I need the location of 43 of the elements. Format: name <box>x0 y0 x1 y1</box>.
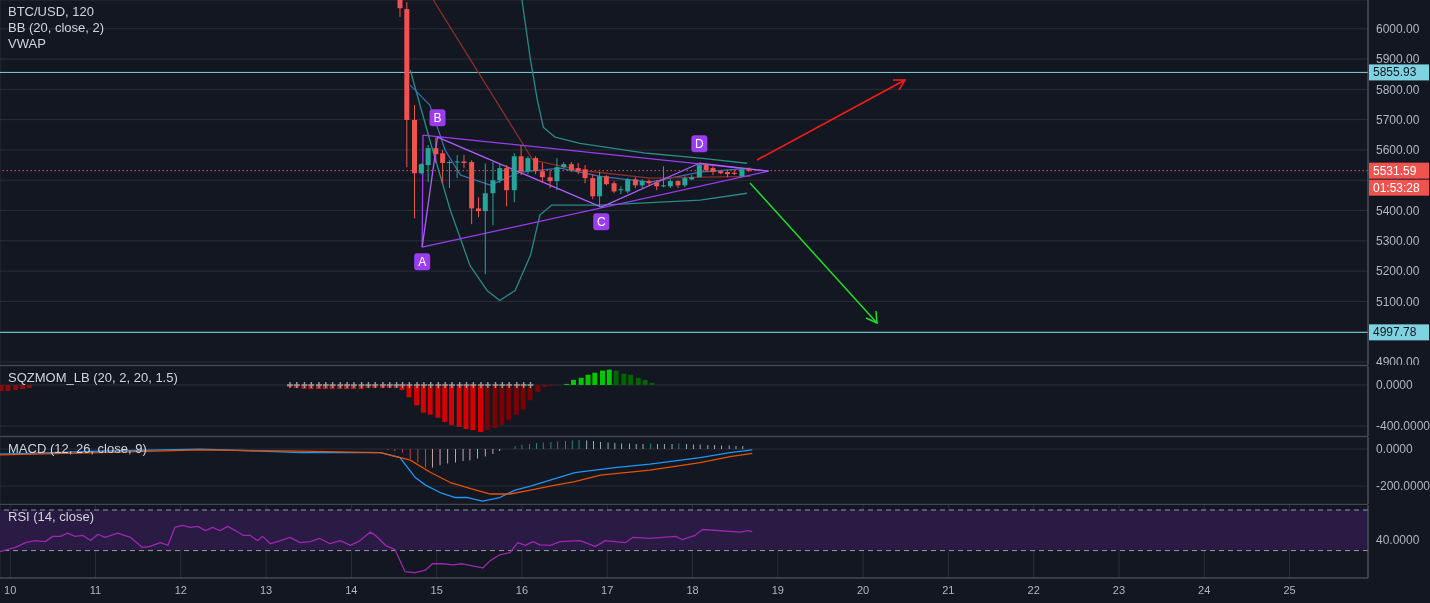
x-tick-label: 16 <box>515 583 529 596</box>
x-tick-label: 17 <box>601 583 614 596</box>
y-tick-label: 5400.00 <box>1376 203 1420 218</box>
y-tick-label: 0.0000 <box>1376 442 1414 457</box>
annotation: C <box>596 215 606 230</box>
x-tick-label: 10 <box>4 583 17 596</box>
x-tick-label: 21 <box>942 583 955 596</box>
x-tick-label: 19 <box>771 583 784 596</box>
annotation: B <box>433 111 442 126</box>
x-tick-label: 23 <box>1112 583 1126 596</box>
text: 01:53:28 <box>1373 180 1421 195</box>
y-tick-label: 5200.00 <box>1376 264 1420 279</box>
annotation: VWAP <box>8 36 47 52</box>
y-tick-label: 5900.00 <box>1376 52 1420 67</box>
y-tick-label: 5700.00 <box>1376 112 1420 127</box>
ref-line-label: 4997.78 <box>1373 325 1417 340</box>
ref-line-label: 5531.59 <box>1373 163 1417 178</box>
annotation: D <box>695 137 705 152</box>
text: 40.0000 <box>1376 533 1420 548</box>
y-tick-label: 5800.00 <box>1376 82 1420 97</box>
y-tick-label: 5600.00 <box>1376 143 1420 158</box>
x-tick-label: 25 <box>1283 583 1296 596</box>
y-tick-label: 5100.00 <box>1376 294 1420 309</box>
x-tick-label: 12 <box>174 583 187 596</box>
y-tick-label: 5300.00 <box>1376 234 1420 249</box>
x-tick-label: 20 <box>856 583 870 596</box>
y-tick-label: -400.0000 <box>1376 419 1430 434</box>
chart-title: RSI (14, close) <box>8 509 94 525</box>
chart-title: BTC/USD, 120 <box>8 4 95 20</box>
annotation: A <box>418 255 427 270</box>
x-tick-label: 24 <box>1198 583 1211 596</box>
x-tick-label: 18 <box>686 583 699 596</box>
x-tick-label: 15 <box>430 583 443 596</box>
x-tick-label: 14 <box>345 583 358 596</box>
x-tick-label: 13 <box>259 583 273 596</box>
y-tick-label: -200.0000 <box>1376 479 1430 494</box>
x-tick-label: 11 <box>89 583 102 596</box>
y-tick-label: 0.0000 <box>1376 378 1414 393</box>
annotation: BB (20, close, 2) <box>8 20 105 36</box>
y-tick-label: 6000.00 <box>1376 22 1420 37</box>
ref-line-label: 5855.93 <box>1373 65 1417 80</box>
chart-title: SQZMOM_LB (20, 2, 20, 1.5) <box>8 370 178 386</box>
x-tick-label: 22 <box>1027 583 1040 596</box>
